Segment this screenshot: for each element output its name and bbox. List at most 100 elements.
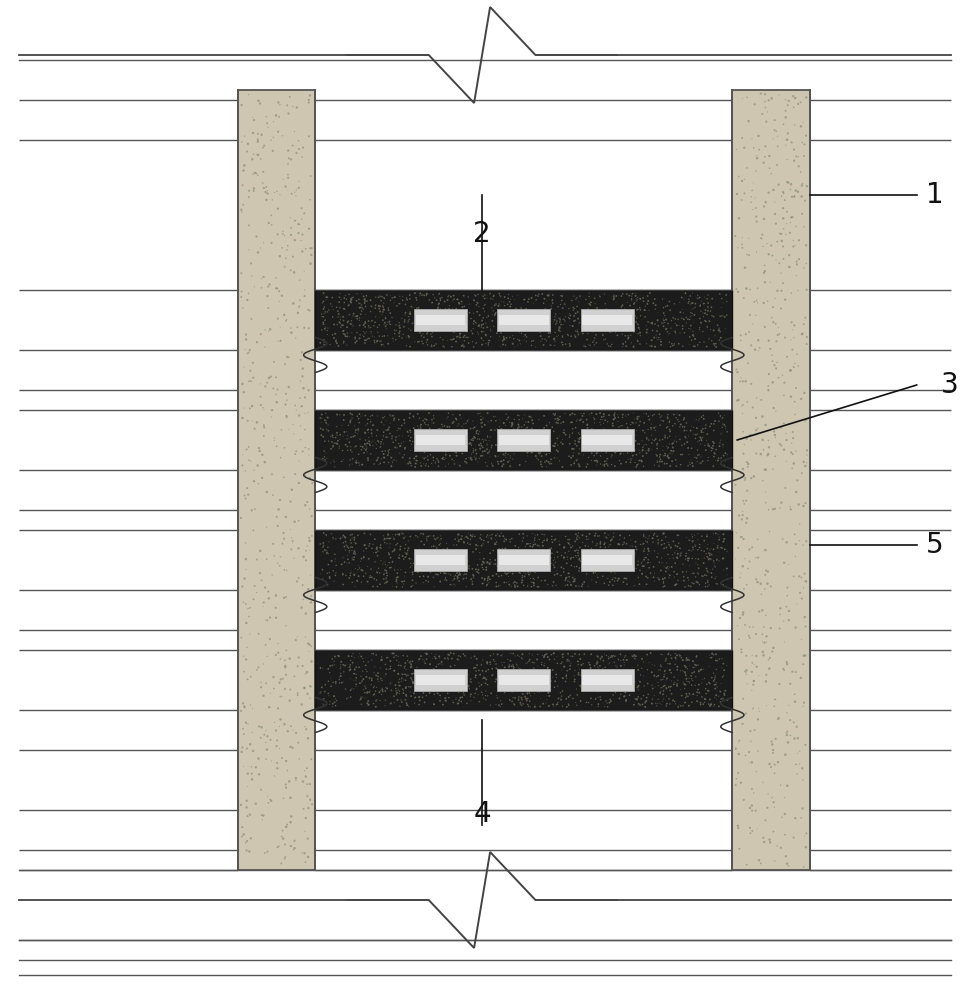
Point xyxy=(486,653,502,669)
Point xyxy=(686,338,702,354)
Point xyxy=(651,454,667,470)
Point xyxy=(675,410,691,426)
Point xyxy=(594,428,610,444)
Point xyxy=(749,743,765,759)
Point xyxy=(684,672,700,688)
Point xyxy=(346,567,361,583)
Point xyxy=(328,435,343,451)
Point xyxy=(396,415,412,431)
Point xyxy=(444,451,459,467)
Point xyxy=(346,666,361,682)
Point xyxy=(397,549,413,565)
Point xyxy=(526,542,542,558)
Point xyxy=(332,656,348,672)
Point xyxy=(755,830,770,846)
Point xyxy=(768,283,784,299)
Point xyxy=(757,138,772,154)
Point xyxy=(765,374,780,390)
Point xyxy=(473,448,488,464)
Point xyxy=(328,565,344,581)
Point xyxy=(743,182,759,198)
Point xyxy=(386,412,401,428)
Point xyxy=(658,321,673,337)
Point xyxy=(661,662,676,678)
Point xyxy=(386,645,401,661)
Point xyxy=(475,536,490,552)
Point xyxy=(664,453,679,469)
Point xyxy=(470,406,485,422)
Point xyxy=(794,206,809,222)
Point xyxy=(429,301,445,317)
Point xyxy=(739,355,755,371)
Point xyxy=(264,402,279,418)
Point xyxy=(551,314,567,330)
Point xyxy=(427,650,443,666)
Point xyxy=(246,112,262,128)
Point xyxy=(671,318,686,334)
Point xyxy=(625,338,641,354)
Point xyxy=(705,435,721,451)
Point xyxy=(297,389,312,405)
Point xyxy=(676,680,692,696)
Point xyxy=(480,405,495,421)
Point xyxy=(707,336,723,352)
Point xyxy=(519,444,535,460)
Point xyxy=(264,466,279,482)
Point xyxy=(360,697,376,713)
Point xyxy=(362,526,378,542)
Point xyxy=(407,689,422,705)
Point xyxy=(471,694,486,710)
Point xyxy=(592,689,608,705)
Point xyxy=(468,663,484,679)
Point xyxy=(432,532,448,548)
Point xyxy=(561,427,577,443)
Point xyxy=(385,333,400,349)
Point xyxy=(398,695,414,711)
Point xyxy=(483,329,498,345)
Point xyxy=(773,283,789,299)
Point xyxy=(544,545,559,561)
Point xyxy=(239,671,255,687)
Point xyxy=(698,313,713,329)
Point xyxy=(383,316,398,332)
Point xyxy=(366,456,382,472)
Point xyxy=(239,480,255,496)
Point xyxy=(613,298,629,314)
Point xyxy=(734,192,749,208)
Point xyxy=(350,562,365,578)
Point xyxy=(610,536,625,552)
Point xyxy=(484,458,500,474)
Point xyxy=(444,322,459,338)
Point xyxy=(620,328,636,344)
Point xyxy=(737,281,753,297)
Point xyxy=(454,336,470,352)
Point xyxy=(320,417,335,433)
Point xyxy=(742,825,758,841)
Point xyxy=(340,660,356,676)
Point xyxy=(476,690,491,706)
Point xyxy=(426,677,442,693)
Point xyxy=(797,609,812,625)
Point xyxy=(536,424,551,440)
Point xyxy=(317,684,332,700)
Point xyxy=(243,759,259,775)
Point xyxy=(480,527,495,543)
Point xyxy=(650,570,666,586)
Point xyxy=(283,151,298,167)
Point xyxy=(511,312,526,328)
Point xyxy=(247,165,263,181)
Point xyxy=(662,656,677,672)
Point xyxy=(465,316,481,332)
Point xyxy=(620,407,636,423)
Point xyxy=(686,659,702,675)
Point xyxy=(439,411,454,427)
Point xyxy=(496,684,512,700)
Point xyxy=(542,679,557,695)
Point xyxy=(459,553,475,569)
Point xyxy=(728,771,743,787)
Point xyxy=(269,311,285,327)
Point xyxy=(684,653,700,669)
Point xyxy=(425,434,441,450)
Point xyxy=(328,430,343,446)
Point xyxy=(549,443,565,459)
